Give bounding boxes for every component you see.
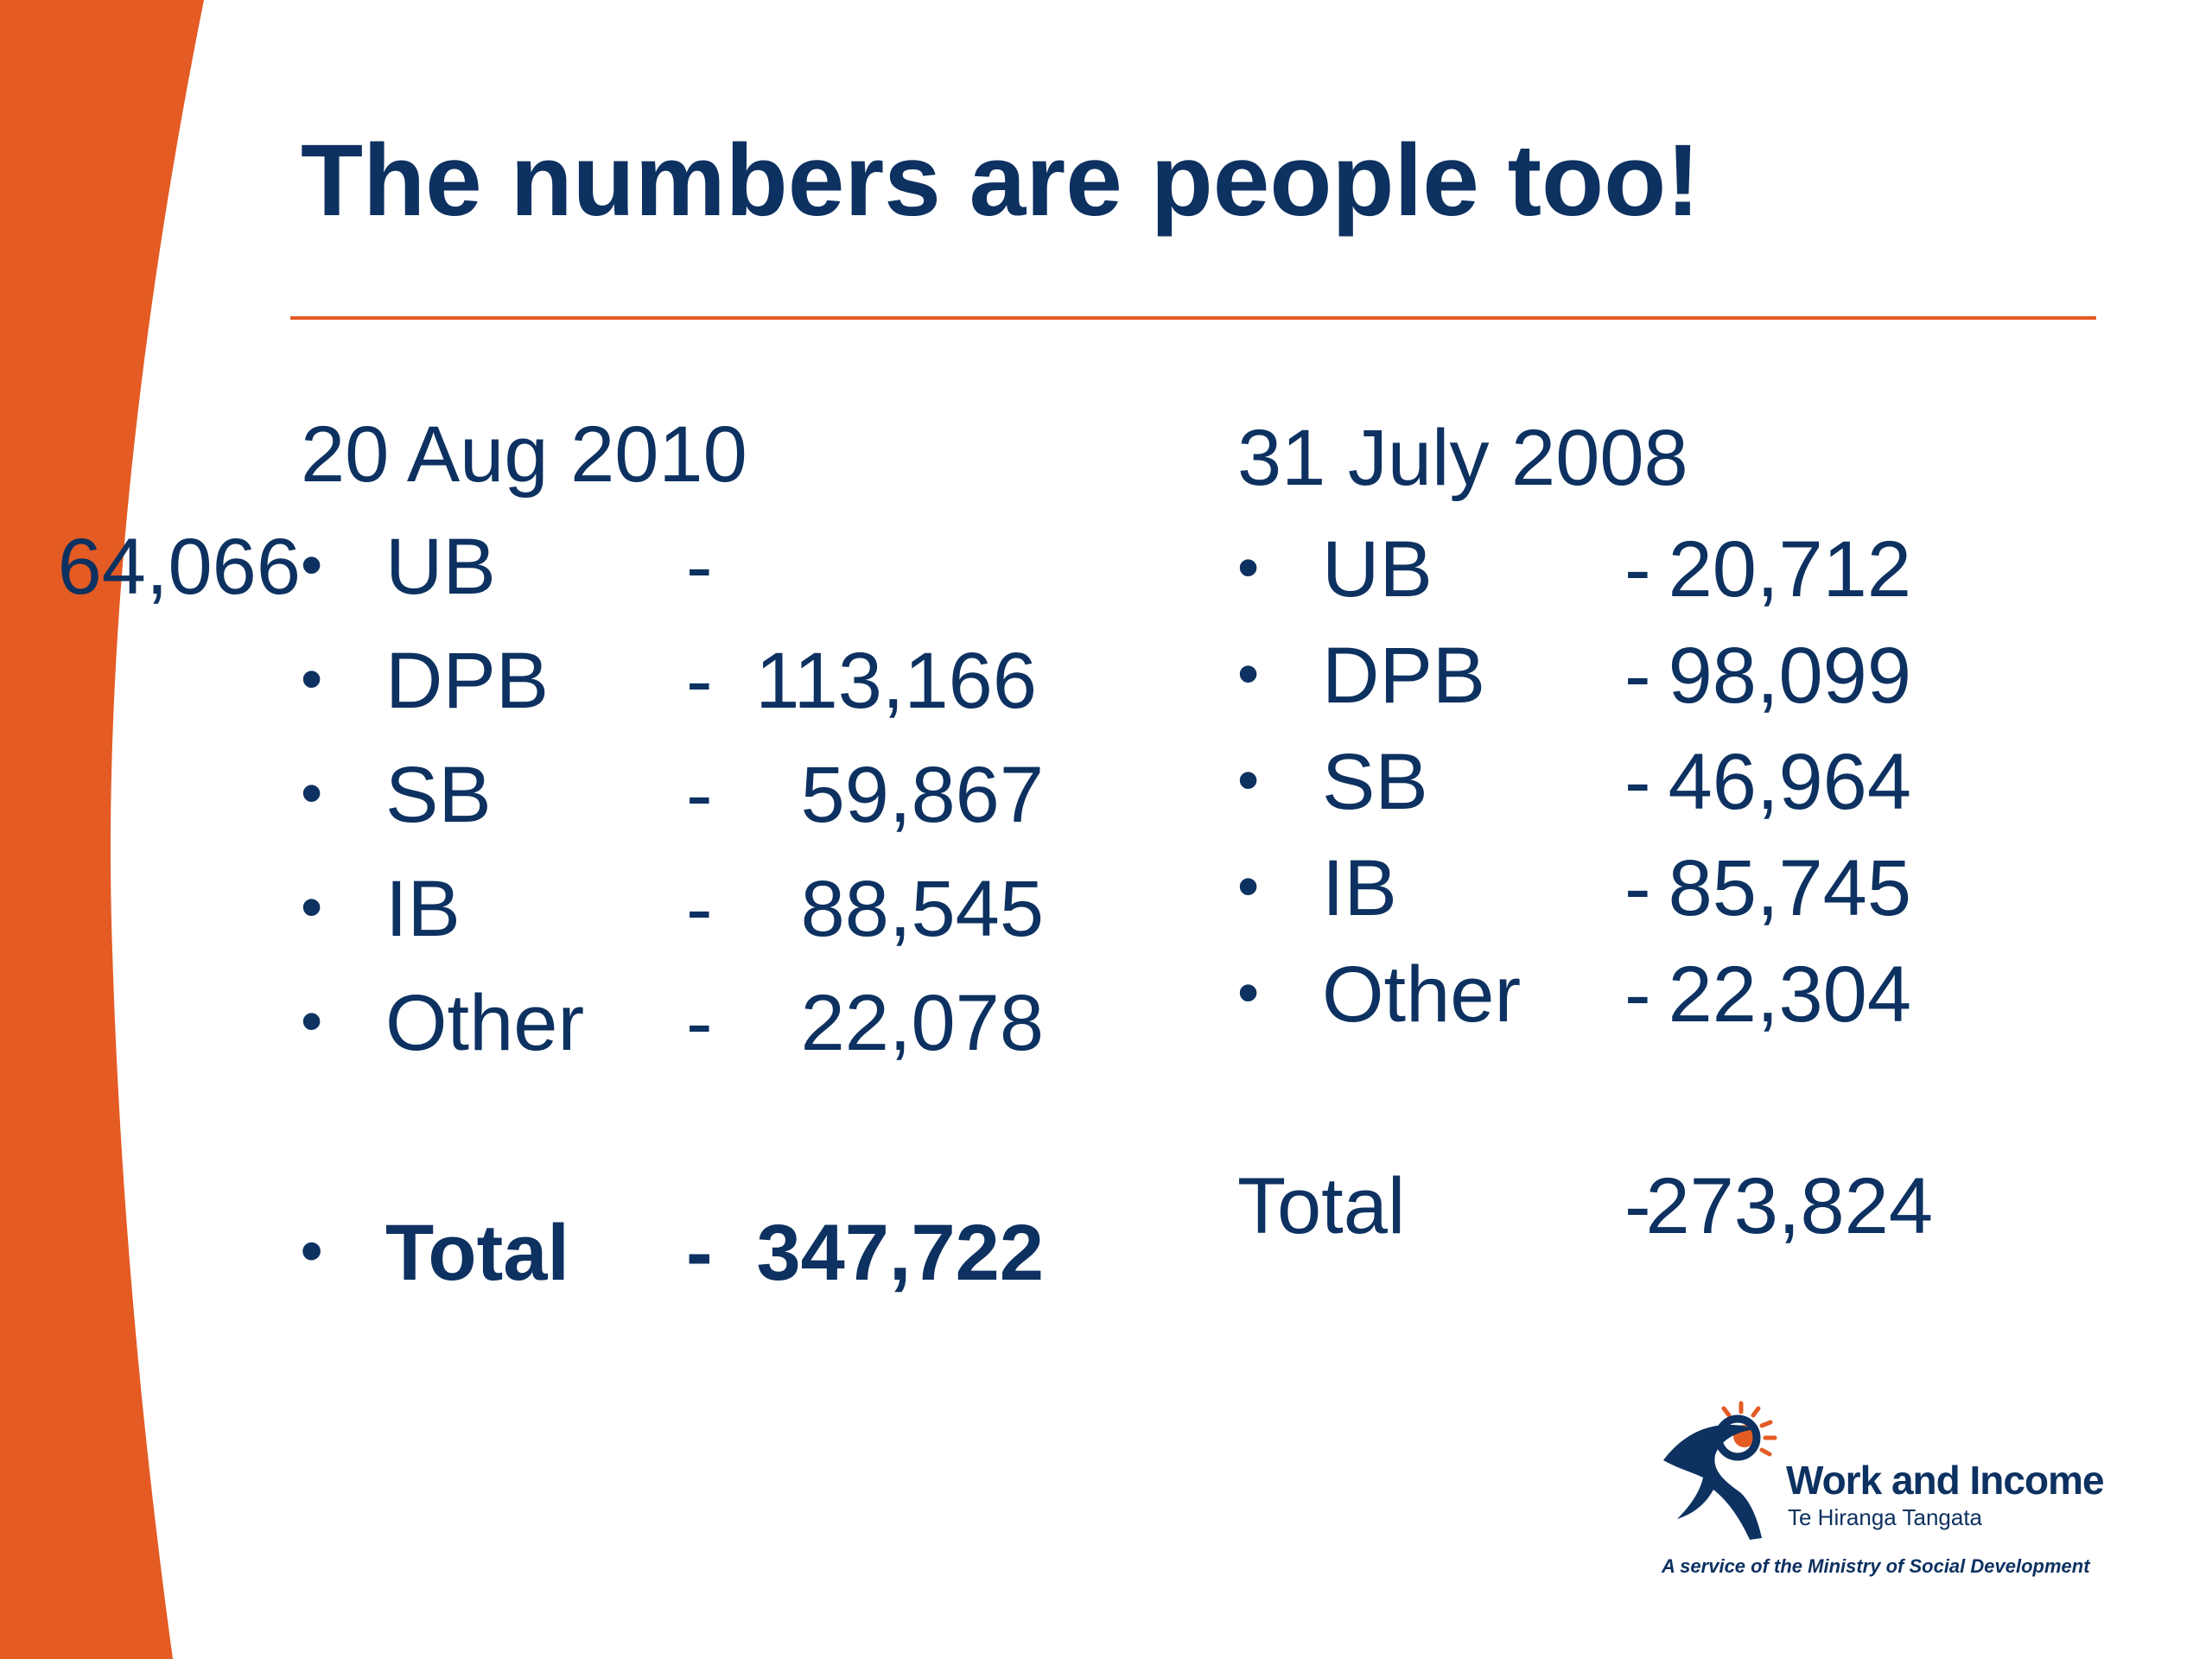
benefit-count: 59,867	[800, 751, 1044, 839]
total-count: 347,722	[756, 1209, 1044, 1297]
separator-dash: -	[686, 751, 713, 839]
benefit-count: 88,545	[800, 865, 1044, 953]
column-2008: 31 July 2008 • UB - 20,712 • DPB - 98,09…	[1237, 415, 2058, 1279]
benefit-label: Other	[385, 979, 585, 1067]
benefit-label: IB	[1322, 844, 1397, 932]
benefit-count: 46,964	[1668, 738, 1911, 826]
list-item: • SB - 59,867	[301, 755, 1044, 850]
benefit-count: 20,712	[1668, 525, 1911, 613]
separator-dash: -	[686, 1209, 713, 1297]
separator-dash: -	[686, 637, 713, 725]
benefit-label: SB	[385, 751, 492, 839]
benefit-label: SB	[1322, 738, 1428, 826]
separator-dash: -	[686, 979, 713, 1067]
separator-dash: -	[1624, 738, 1651, 826]
bullet-icon: •	[301, 645, 323, 714]
orange-side-stripe	[0, 0, 204, 1659]
total-label: Total	[385, 1209, 569, 1297]
bullet-icon: •	[1237, 958, 1260, 1027]
column-2010: 20 Aug 2010 • UB - 64,066 • DPB - 113,16…	[58, 406, 1044, 1313]
benefit-label: DPB	[385, 637, 550, 725]
list-item: • SB - 46,964	[1237, 742, 2058, 837]
logo-name: Work and Income	[1786, 1458, 2105, 1503]
total-count: 273,824	[1645, 1162, 1933, 1250]
benefit-count: 64,066	[57, 523, 301, 611]
list-item: • DPB - 113,166	[301, 641, 1044, 736]
list-item: • Other - 22,304	[1237, 955, 2058, 1050]
logo-subtitle: Te Hiranga Tangata	[1788, 1504, 1983, 1530]
list-item: • UB - 20,712	[1237, 530, 2058, 625]
work-and-income-logo: Work and Income Te Hiranga Tangata A ser…	[1655, 1400, 2105, 1581]
bullet-icon: •	[301, 1217, 323, 1286]
total-label: Total	[1237, 1162, 1406, 1250]
benefit-label: Other	[1322, 950, 1522, 1039]
separator-dash: -	[1624, 1162, 1651, 1250]
bullet-icon: •	[1237, 639, 1260, 709]
separator-dash: -	[686, 865, 713, 953]
bullet-icon: •	[301, 987, 323, 1056]
logo-tagline: A service of the Ministry of Social Deve…	[1662, 1555, 2090, 1577]
benefit-count: 22,304	[1668, 950, 1911, 1039]
bullet-icon: •	[1237, 852, 1260, 921]
separator-dash: -	[686, 523, 713, 611]
list-item: • Other - 22,078	[301, 983, 1044, 1078]
separator-dash: -	[1624, 844, 1651, 932]
benefit-count: 113,166	[755, 637, 1037, 725]
bullet-icon: •	[301, 759, 323, 828]
bullet-icon: •	[301, 873, 323, 942]
separator-dash: -	[1624, 950, 1651, 1039]
benefit-count: 22,078	[800, 979, 1044, 1067]
benefit-label: UB	[385, 523, 496, 611]
column-date: 31 July 2008	[1237, 414, 1688, 502]
benefit-label: DPB	[1322, 632, 1486, 720]
person-figure-icon	[1663, 1401, 1777, 1540]
separator-dash: -	[1624, 525, 1651, 613]
total-row: Total - 273,824	[1237, 1166, 2058, 1262]
list-item: • IB - 85,745	[1237, 849, 2058, 944]
list-item: • DPB - 98,099	[1237, 636, 2058, 731]
list-item: • IB - 88,545	[301, 869, 1044, 964]
benefit-count: 85,745	[1668, 844, 1911, 932]
benefit-label: UB	[1322, 525, 1433, 613]
column-date: 20 Aug 2010	[301, 410, 747, 499]
title-divider	[290, 316, 2096, 320]
benefit-label: IB	[385, 865, 461, 953]
bullet-icon: •	[1237, 746, 1260, 815]
slide-title: The numbers are people too!	[301, 124, 1700, 238]
total-row: • Total - 347,722	[301, 1213, 1044, 1308]
bullet-icon: •	[301, 531, 323, 600]
bullet-icon: •	[1237, 533, 1260, 602]
benefit-count: 98,099	[1668, 632, 1911, 720]
separator-dash: -	[1624, 632, 1651, 720]
